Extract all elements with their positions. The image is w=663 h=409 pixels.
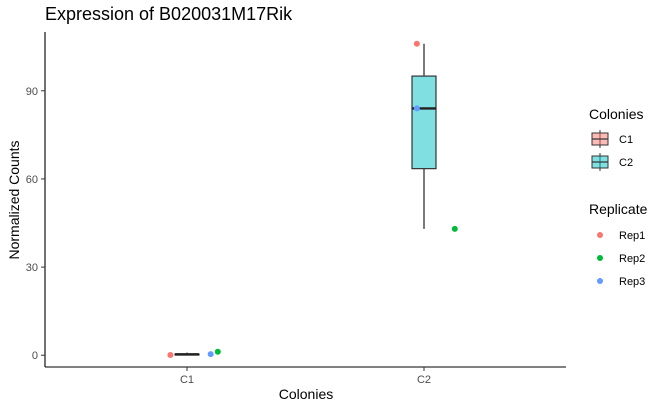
- y-tick-label: 30: [26, 262, 38, 274]
- legend-title-replicate: Replicate: [589, 201, 648, 217]
- legend-label-C2: C2: [619, 157, 633, 169]
- legend-key-Rep2: [597, 255, 603, 261]
- x-tick-label: C2: [417, 374, 431, 386]
- point-C1-Rep1: [167, 351, 174, 358]
- x-tick-label: C1: [180, 374, 194, 386]
- legend-label-C1: C1: [619, 134, 633, 146]
- legend-label-Rep2: Rep2: [619, 253, 645, 265]
- legends: Colonies C1 C2 Replicate Rep1 Rep2 Rep3: [589, 106, 648, 288]
- point-C1-Rep2: [214, 348, 221, 355]
- x-axis-title: Colonies: [279, 386, 333, 402]
- legend-title-colonies: Colonies: [589, 106, 643, 122]
- legend-key-Rep3: [597, 278, 603, 284]
- y-tick-label: 0: [32, 350, 38, 362]
- y-axis-title: Normalized Counts: [6, 140, 22, 259]
- legend-label-Rep3: Rep3: [619, 276, 645, 288]
- legend-label-Rep1: Rep1: [619, 230, 645, 242]
- y-tick-label: 60: [26, 174, 38, 186]
- point-C1-Rep3: [207, 351, 214, 358]
- plot-area: 0 30 60 90 C1 C2: [26, 32, 566, 386]
- y-tick-label: 90: [26, 86, 38, 98]
- point-C2-Rep3: [413, 105, 420, 112]
- chart-title: Expression of B020031M17Rik: [45, 4, 293, 24]
- point-C2-Rep1: [413, 40, 420, 47]
- box-C2: [411, 75, 437, 170]
- point-C2-Rep2: [451, 225, 458, 232]
- legend-key-Rep1: [597, 232, 603, 238]
